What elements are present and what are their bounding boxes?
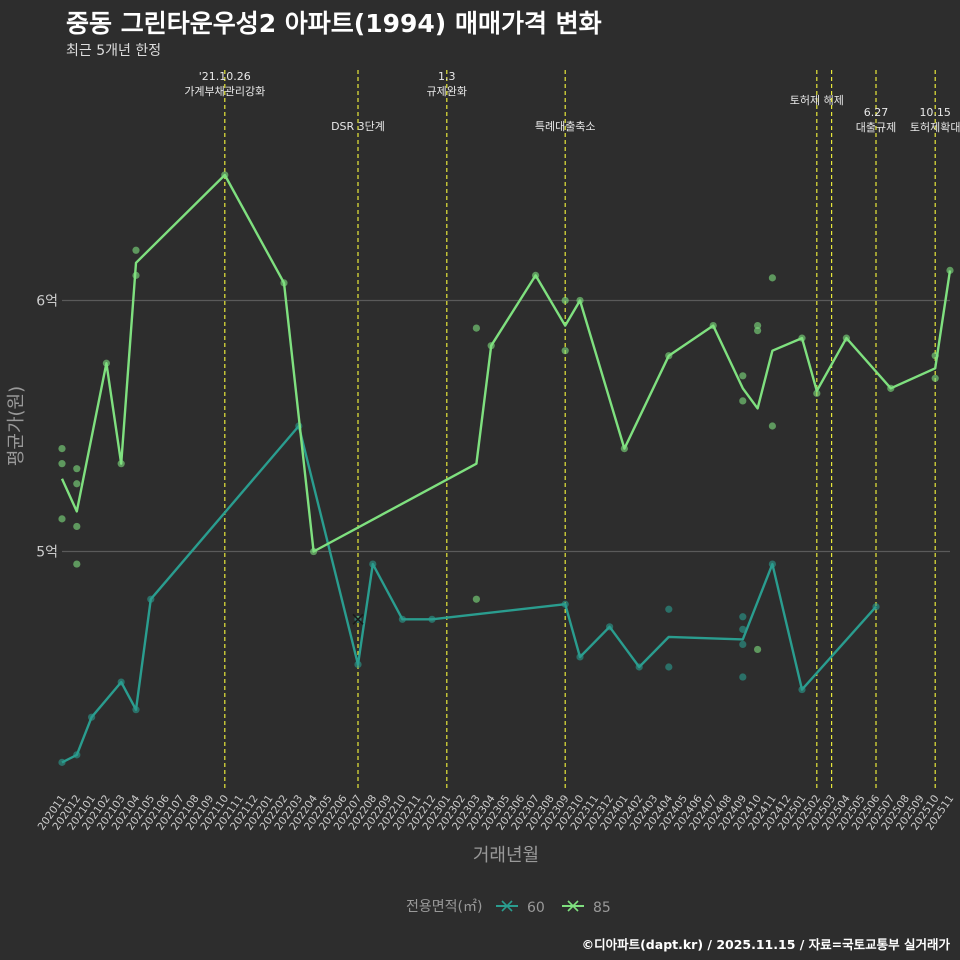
series-line-60 xyxy=(61,424,877,764)
legend-key-marker xyxy=(501,900,513,912)
data-point-60 xyxy=(739,625,747,633)
data-point-85 xyxy=(73,522,81,531)
chart-title: 중동 그린타운우성2 아파트(1994) 매매가격 변화 xyxy=(66,9,602,38)
data-point-85 xyxy=(946,266,954,274)
legend-label: 60 xyxy=(527,900,545,916)
y-tick-label: 5억 xyxy=(36,545,58,561)
data-point-85 xyxy=(73,480,81,488)
legend-title: 전용면적(㎡) xyxy=(406,899,482,915)
data-point-85 xyxy=(58,460,66,468)
event-label: DSR 3단계 xyxy=(331,120,385,133)
y-axis-title: 평균가(원) xyxy=(6,386,27,466)
data-point-85 xyxy=(739,372,747,380)
data-point-85 xyxy=(472,595,480,603)
legend-key-marker xyxy=(567,900,579,912)
chart-subtitle: 최근 5개년 한정 xyxy=(66,43,162,59)
data-point-85 xyxy=(754,321,762,330)
event-label: 10.15 xyxy=(919,106,951,119)
data-point-85 xyxy=(73,465,81,473)
data-point-85 xyxy=(739,397,747,405)
data-point-85 xyxy=(931,374,939,382)
event-label: 대출규제 xyxy=(856,121,896,134)
event-label: 가계부채관리강화 xyxy=(184,85,265,98)
data-point-85 xyxy=(58,444,66,453)
event-label: 토허제확대 xyxy=(910,121,960,134)
data-point-85 xyxy=(561,347,569,355)
data-point-60 xyxy=(739,613,747,621)
series-line-85 xyxy=(60,173,952,553)
x-axis-title: 거래년월 xyxy=(473,845,539,866)
data-point-60 xyxy=(739,673,747,681)
event-label: '21.10.26 xyxy=(199,70,251,83)
data-point-85 xyxy=(73,560,81,568)
data-point-85 xyxy=(754,327,762,335)
event-label: 특례대출축소 xyxy=(535,120,596,133)
event-label: 토허제 해제 xyxy=(790,93,844,107)
data-point-85 xyxy=(472,324,480,332)
data-point-60 xyxy=(665,605,673,613)
data-point-85 xyxy=(813,389,821,397)
y-tick-label: 6억 xyxy=(36,293,58,309)
source-caption: ©디아파트(dapt.kr) / 2025.11.15 / 자료=국토교통부 실… xyxy=(581,937,950,952)
event-label: 6.27 xyxy=(864,106,889,119)
event-label: 1.3 xyxy=(438,70,456,83)
data-point-60 xyxy=(739,640,747,649)
data-point-85 xyxy=(58,515,66,523)
data-point-85 xyxy=(754,645,762,654)
data-point-85 xyxy=(768,274,777,282)
data-point-85 xyxy=(132,246,140,254)
legend-label: 85 xyxy=(593,900,611,916)
data-point-85 xyxy=(768,422,777,430)
x-marker xyxy=(352,613,364,625)
data-point-85 xyxy=(561,296,569,305)
data-point-60 xyxy=(665,663,673,671)
event-label: 규제완화 xyxy=(427,85,467,98)
